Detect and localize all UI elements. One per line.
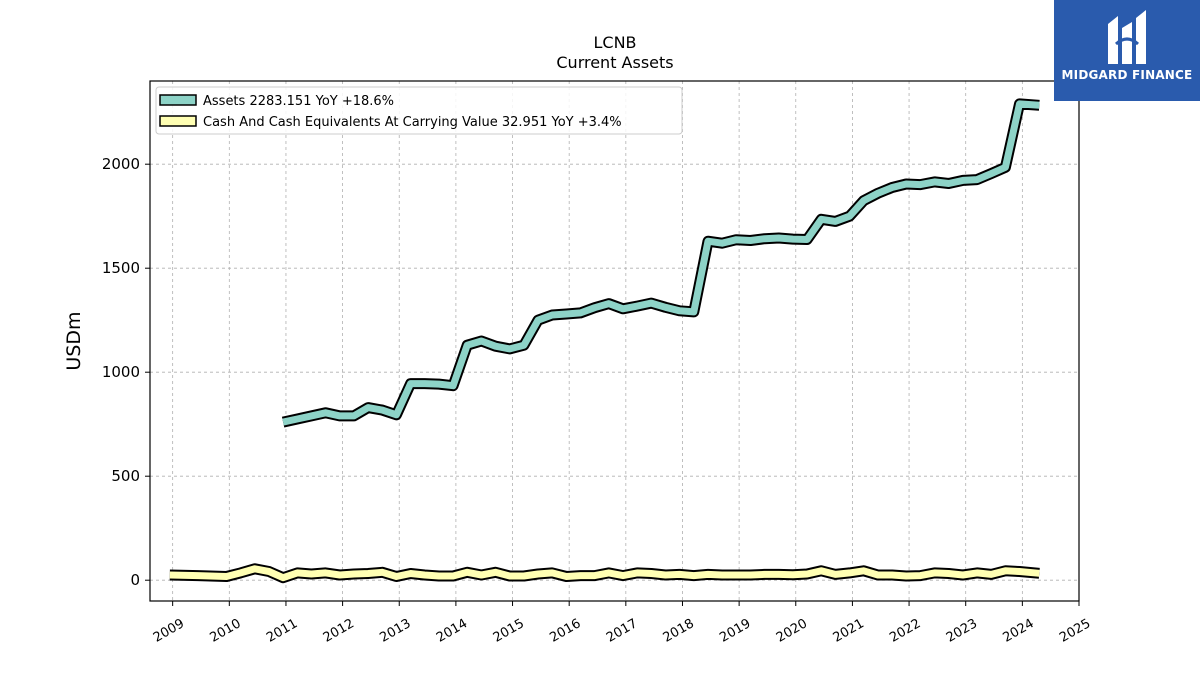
- legend-swatch-cash: [159, 115, 197, 127]
- series-line-0: [282, 100, 1040, 426]
- y-axis-label: USDm: [63, 311, 85, 370]
- series-layer: [169, 98, 1040, 584]
- x-tick-label: 2013: [377, 616, 413, 646]
- x-tick-label: 2023: [944, 616, 980, 646]
- y-tick-label: 1000: [102, 363, 140, 381]
- x-tick-label: 2021: [831, 616, 867, 646]
- grid: [150, 81, 1080, 601]
- legend-label-assets: Assets 2283.151 YoY +18.6%: [203, 94, 394, 109]
- y-tick-label: 1500: [102, 259, 140, 277]
- x-tick-label: 2010: [207, 616, 243, 646]
- y-tick-label: 2000: [102, 155, 140, 173]
- x-tick-label: 2017: [604, 616, 640, 646]
- x-tick-label: 2025: [1057, 616, 1093, 646]
- y-axis: 0 500 1000 1500 2000: [102, 155, 150, 589]
- plot-frame: [149, 80, 1080, 602]
- chart-subtitle: Current Assets: [556, 53, 673, 72]
- x-tick-label: 2011: [264, 616, 300, 646]
- x-tick-label: 2014: [434, 616, 470, 646]
- legend-box: [155, 86, 683, 135]
- x-tick-label: 2018: [661, 616, 697, 646]
- brand-logo: MIDGARD FINANCE: [1054, 0, 1200, 101]
- legend: Assets 2283.151 YoY +18.6% Cash And Cash…: [155, 86, 683, 135]
- x-tick-label: 2012: [321, 616, 357, 646]
- chart-title: LCNB: [593, 33, 636, 52]
- x-tick-label: 2009: [151, 616, 187, 646]
- x-tick-label: 2015: [491, 616, 527, 646]
- y-tick-label: 0: [130, 571, 140, 589]
- legend-swatch-assets: [159, 94, 197, 106]
- x-axis: 2009 2010 2011 2012 2013 2014 2015 2016 2017 2018…: [151, 601, 1093, 646]
- x-tick-label: 2022: [887, 616, 923, 646]
- y-tick-label: 500: [111, 467, 140, 485]
- series-outline-0: [281, 98, 1040, 428]
- series-line-1: [169, 565, 1040, 582]
- logo-mark-icon: [1108, 10, 1146, 64]
- x-tick-label: 2020: [774, 616, 810, 646]
- x-tick-label: 2024: [1001, 616, 1037, 646]
- legend-label-cash: Cash And Cash Equivalents At Carrying Va…: [203, 115, 622, 130]
- x-tick-label: 2016: [547, 616, 583, 646]
- x-tick-label: 2019: [717, 616, 753, 646]
- logo-text: MIDGARD FINANCE: [1061, 68, 1193, 82]
